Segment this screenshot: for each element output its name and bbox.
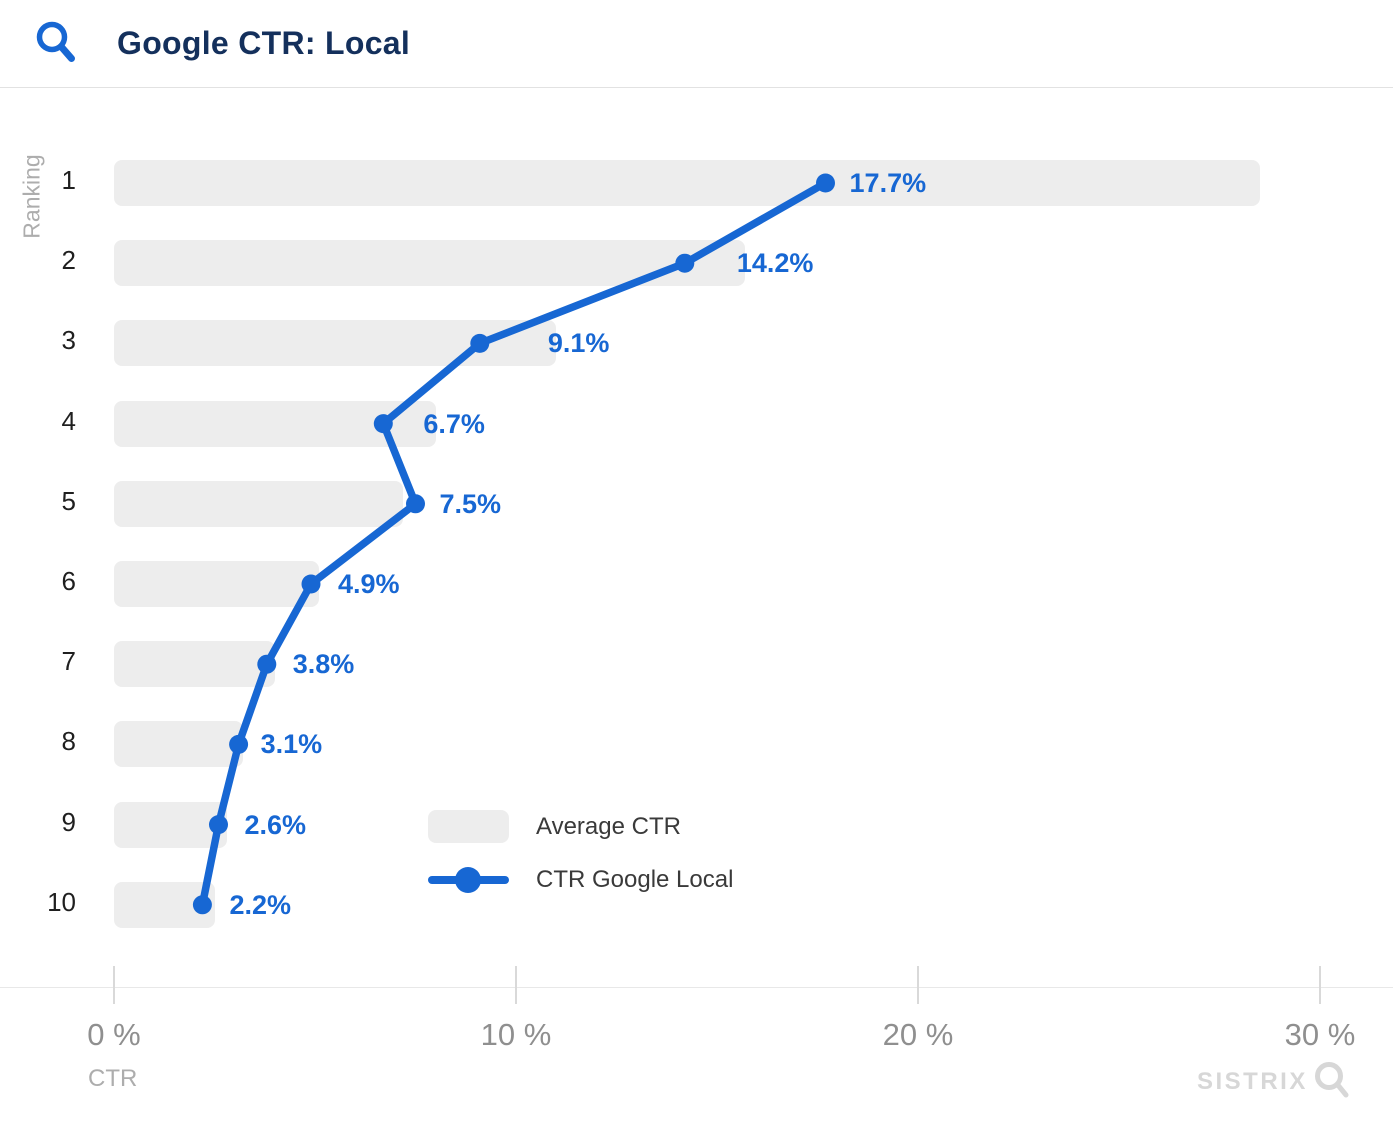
average-ctr-bar bbox=[114, 480, 404, 527]
data-label: 6.7% bbox=[423, 408, 485, 439]
y-tick-label: 2 bbox=[61, 245, 76, 276]
y-tick-label: 5 bbox=[61, 485, 76, 516]
y-tick-label: 4 bbox=[61, 405, 76, 436]
data-label: 17.7% bbox=[849, 168, 927, 198]
average-ctr-bar bbox=[114, 160, 1260, 206]
x-tick-label: 30 % bbox=[1284, 1017, 1356, 1052]
y-tick-label: 7 bbox=[61, 646, 76, 677]
x-tick-mark bbox=[515, 966, 517, 1004]
legend-bar-swatch bbox=[428, 810, 509, 843]
magnifier-icon bbox=[1314, 1062, 1349, 1098]
sistrix-watermark: SISTRIX bbox=[1197, 1062, 1350, 1102]
data-label: 4.9% bbox=[337, 569, 400, 599]
average-ctr-bar bbox=[114, 801, 227, 848]
x-tick-label: 0 % bbox=[87, 1017, 141, 1052]
legend-line-dot bbox=[455, 866, 481, 893]
legend-item-ctr-google-local: CTR Google Local bbox=[428, 863, 733, 896]
ctr-google-local-line bbox=[198, 179, 830, 909]
legend: Average CTR CTR Google Local bbox=[428, 810, 733, 896]
average-ctr-bar bbox=[114, 240, 746, 287]
x-tick-mark bbox=[1319, 966, 1321, 1004]
legend-label-ctr-google-local: CTR Google Local bbox=[536, 865, 734, 893]
search-icon bbox=[36, 21, 75, 62]
data-label: 3.8% bbox=[292, 649, 355, 680]
average-ctr-bar bbox=[114, 320, 557, 367]
data-label: 7.5% bbox=[439, 488, 502, 519]
y-tick-label: 9 bbox=[61, 806, 76, 837]
chart-title: Google CTR: Local bbox=[117, 25, 411, 61]
legend-line-sample bbox=[428, 866, 509, 893]
data-label: 14.2% bbox=[736, 248, 814, 279]
x-axis-line bbox=[0, 987, 1393, 988]
data-label: 3.1% bbox=[260, 729, 323, 760]
chart-header: Google CTR: Local bbox=[0, 0, 1393, 88]
data-label: 2.2% bbox=[229, 889, 291, 920]
sistrix-wordmark: SISTRIX bbox=[1197, 1068, 1308, 1095]
y-tick-label: 6 bbox=[61, 566, 76, 596]
plot-area: Ranking 1 2 3 4 5 6 7 8 9 10 17.7% 14.2% 9.1% 6.7% 7.… bbox=[0, 87, 1393, 1128]
average-ctr-bar bbox=[114, 561, 319, 607]
legend-item-average-ctr: Average CTR bbox=[428, 810, 733, 843]
legend-label-average-ctr: Average CTR bbox=[536, 812, 681, 840]
x-axis-title: CTR bbox=[88, 1065, 138, 1092]
average-ctr-bar bbox=[114, 400, 436, 447]
x-tick-mark bbox=[113, 966, 115, 1004]
data-label: 2.6% bbox=[244, 809, 307, 840]
x-tick-label: 10 % bbox=[480, 1017, 552, 1052]
average-ctr-bar bbox=[114, 641, 275, 688]
y-tick-label: 1 bbox=[61, 165, 76, 195]
y-tick-label: 3 bbox=[61, 325, 76, 356]
line-point bbox=[406, 494, 425, 514]
y-tick-label: 8 bbox=[61, 726, 76, 757]
data-label: 9.1% bbox=[547, 328, 610, 359]
average-ctr-bar bbox=[114, 721, 243, 768]
average-ctr-bar bbox=[114, 881, 215, 928]
x-tick-mark bbox=[917, 966, 919, 1004]
x-tick-label: 20 % bbox=[882, 1017, 954, 1052]
y-tick-label: 10 bbox=[47, 886, 76, 917]
